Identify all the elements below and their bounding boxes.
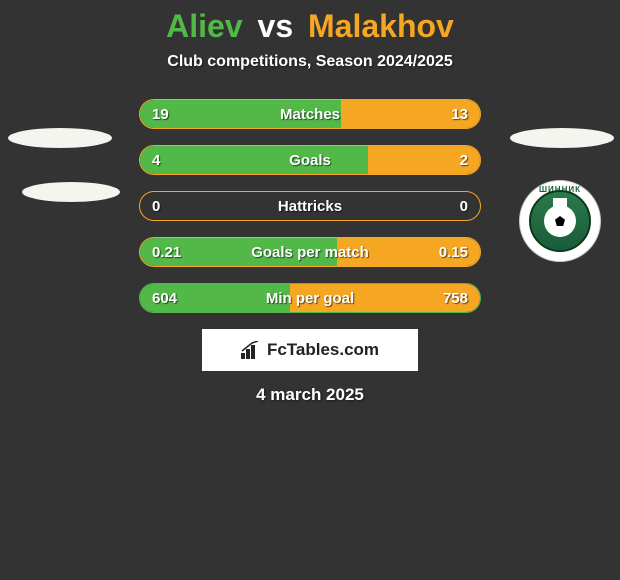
stat-row: 0.21Goals per match0.15 — [139, 237, 481, 267]
stat-label: Goals per match — [140, 238, 480, 266]
stats-list: 19Matches13 4Goals2 0Hattricks0 0.21Goals p… — [139, 99, 481, 313]
stat-label: Matches — [140, 100, 480, 128]
stat-right-value: 2 — [460, 146, 468, 174]
decoration-ellipse — [510, 128, 614, 148]
stat-right-value: 758 — [443, 284, 468, 312]
club-badge-inner — [529, 190, 591, 252]
decoration-ellipse — [22, 182, 120, 202]
branding-text: FcTables.com — [267, 340, 379, 360]
vs-text: vs — [258, 8, 294, 44]
title-row: Aliev vs Malakhov — [0, 8, 620, 45]
player2-name: Malakhov — [308, 8, 454, 44]
stat-label: Hattricks — [140, 192, 480, 220]
branding-box: FcTables.com — [202, 329, 418, 371]
subtitle: Club competitions, Season 2024/2025 — [0, 53, 620, 71]
comparison-card: Aliev vs Malakhov Club competitions, Sea… — [0, 0, 620, 405]
date-text: 4 march 2025 — [0, 385, 620, 405]
stat-row: 0Hattricks0 — [139, 191, 481, 221]
club-badge-ball-icon — [544, 205, 576, 237]
stat-right-value: 0 — [460, 192, 468, 220]
stat-row: 604Min per goal758 — [139, 283, 481, 313]
stat-label: Min per goal — [140, 284, 480, 312]
stat-right-value: 0.15 — [439, 238, 468, 266]
decoration-ellipse — [8, 128, 112, 148]
stat-row: 19Matches13 — [139, 99, 481, 129]
chart-icon — [241, 341, 263, 359]
stat-label: Goals — [140, 146, 480, 174]
player1-name: Aliev — [166, 8, 242, 44]
club-badge: ШИННИК — [519, 180, 601, 262]
stat-row: 4Goals2 — [139, 145, 481, 175]
stat-right-value: 13 — [451, 100, 468, 128]
